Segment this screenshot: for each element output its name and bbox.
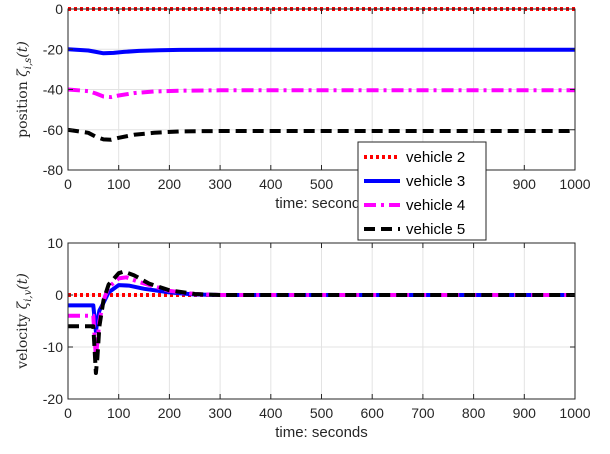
- series-line-4: [68, 127, 575, 142]
- x-axis-label: time: seconds: [275, 195, 368, 212]
- x-tick-label: 0: [64, 405, 72, 421]
- legend-label-1: vehicle 2: [406, 149, 465, 166]
- y-label-symbol: ζ: [15, 300, 31, 309]
- subplot-2: 0 100 200 300 400 500 600 700 800 900 1000 -20 -10 0 1…: [15, 235, 591, 441]
- y-label-subscript: i,s: [23, 58, 34, 70]
- y-tick-label: -10: [43, 339, 63, 355]
- x-tick-label: 1000: [559, 405, 590, 421]
- x-tick-label: 100: [107, 176, 131, 192]
- y-label-symbol: ζ: [15, 68, 31, 77]
- legend-box: [357, 141, 487, 241]
- y-tick-label: 0: [55, 1, 63, 17]
- x-tick-label: 100: [107, 405, 131, 421]
- legend-label-3: vehicle 4: [406, 197, 465, 214]
- x-tick-label: 500: [310, 405, 334, 421]
- y-tick-label: -40: [43, 82, 63, 98]
- legend: vehicle 2 vehicle 3 vehicle 4 vehicle 5: [357, 141, 487, 241]
- x-tick-label: 900: [513, 176, 537, 192]
- y-tick-label: -60: [43, 122, 63, 138]
- x-tick-label: 600: [361, 405, 385, 421]
- series-line-3: [68, 87, 575, 100]
- y-label-text: position: [15, 77, 31, 138]
- x-tick-label: 200: [158, 176, 182, 192]
- y-tick-label: -20: [43, 391, 63, 407]
- x-tick-label: 300: [208, 405, 232, 421]
- x-tick-label: 500: [310, 176, 334, 192]
- y-axis-label: velocity ζi,v(t): [15, 273, 34, 370]
- subplot-1: 01002003004005006007008009001000-80-60-4…: [15, 1, 591, 212]
- x-tick-label: 400: [259, 405, 283, 421]
- legend-label-2: vehicle 3: [406, 173, 465, 190]
- y-label-text: velocity: [15, 309, 31, 369]
- x-tick-label: 200: [158, 405, 182, 421]
- y-label-argument: (t): [15, 273, 31, 290]
- y-tick-label: -80: [43, 162, 63, 178]
- y-label-subscript: i,v: [23, 289, 34, 301]
- x-tick-label: 0: [64, 176, 72, 192]
- x-tick-label: 900: [513, 405, 537, 421]
- x-tick-label: 800: [462, 405, 486, 421]
- x-tick-label: 1000: [559, 176, 590, 192]
- y-tick-label: 0: [55, 287, 63, 303]
- y-tick-label: 10: [47, 235, 63, 251]
- x-tick-label: 700: [411, 405, 435, 421]
- legend-label-4: vehicle 5: [406, 221, 465, 238]
- series-line-2: [68, 47, 575, 56]
- y-axis-label: position ζi,s(t): [15, 41, 34, 138]
- x-tick-label: 400: [259, 176, 283, 192]
- y-tick-label: -20: [43, 41, 63, 57]
- series-line-4: [68, 269, 575, 375]
- x-axis-label: time: seconds: [275, 424, 368, 441]
- y-label-argument: (t): [15, 41, 31, 58]
- x-tick-label: 300: [208, 176, 232, 192]
